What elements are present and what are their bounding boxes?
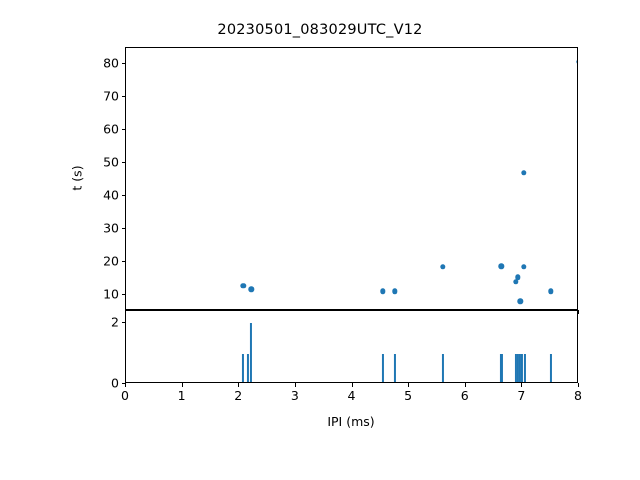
x-tick-mark: [578, 383, 579, 387]
y-axis-label-top: t (s): [70, 165, 85, 190]
scatter-point: [248, 287, 253, 292]
histogram-bar: [394, 354, 396, 382]
y-tick-label: 40: [103, 187, 119, 202]
scatter-point: [517, 298, 522, 303]
x-tick-mark: [521, 383, 522, 387]
y-tick-label: 2: [111, 315, 119, 330]
y-tick-label: 10: [103, 286, 119, 301]
x-tick-label: 8: [574, 388, 582, 403]
scatter-point: [548, 289, 553, 294]
histogram-bar: [242, 354, 244, 382]
histogram-bar: [247, 354, 249, 382]
y-tick-label: 50: [103, 155, 119, 170]
x-tick-label: 2: [234, 388, 242, 403]
y-tick-mark: [122, 162, 126, 163]
x-tick-label: 1: [178, 388, 186, 403]
y-tick-mark: [122, 129, 126, 130]
y-tick-label: 80: [103, 56, 119, 71]
x-axis-label: IPI (ms): [327, 414, 374, 429]
histogram-bar: [250, 323, 252, 382]
x-tick-label: 6: [461, 388, 469, 403]
y-tick-mark: [122, 96, 126, 97]
scatter-point: [392, 289, 397, 294]
y-tick-mark: [122, 63, 126, 64]
x-tick-mark: [408, 383, 409, 387]
histogram-plot-area: [126, 311, 577, 382]
y-tick-mark: [122, 294, 126, 295]
histogram-bar: [382, 354, 384, 382]
x-tick-label: 5: [404, 388, 412, 403]
x-tick-mark: [578, 310, 579, 314]
x-tick-mark: [238, 383, 239, 387]
scatter-plot-area: [126, 48, 577, 309]
x-tick-mark: [295, 383, 296, 387]
figure-title: 20230501_083029UTC_V12: [0, 22, 640, 38]
x-tick-label: 0: [121, 388, 129, 403]
x-tick-mark: [465, 383, 466, 387]
histogram-bar: [524, 354, 526, 382]
scatter-point: [515, 274, 520, 279]
y-tick-label: 60: [103, 122, 119, 137]
y-tick-label: 70: [103, 89, 119, 104]
histogram-panel: [125, 310, 578, 383]
figure-canvas: 20230501_083029UTC_V12 t (s) 10203040506…: [0, 0, 640, 480]
histogram-bar: [442, 354, 444, 382]
x-tick-label: 4: [348, 388, 356, 403]
scatter-point: [380, 289, 385, 294]
y-tick-label: 20: [103, 253, 119, 268]
histogram-bar: [500, 354, 502, 382]
y-tick-mark: [122, 322, 126, 323]
scatter-point: [513, 279, 518, 284]
y-tick-mark: [122, 228, 126, 229]
scatter-point: [521, 170, 526, 175]
x-tick-mark: [182, 383, 183, 387]
scatter-point: [440, 264, 445, 269]
y-tick-mark: [122, 195, 126, 196]
scatter-panel: [125, 47, 578, 310]
scatter-point: [499, 264, 504, 269]
y-tick-label: 0: [111, 376, 119, 391]
y-tick-label: 30: [103, 220, 119, 235]
scatter-point: [241, 283, 246, 288]
y-tick-mark: [122, 261, 126, 262]
x-tick-label: 3: [291, 388, 299, 403]
x-tick-label: 7: [517, 388, 525, 403]
scatter-point: [521, 264, 526, 269]
x-tick-mark: [352, 383, 353, 387]
histogram-bar: [550, 354, 552, 382]
x-tick-mark: [125, 383, 126, 387]
scatter-point: [576, 59, 577, 64]
